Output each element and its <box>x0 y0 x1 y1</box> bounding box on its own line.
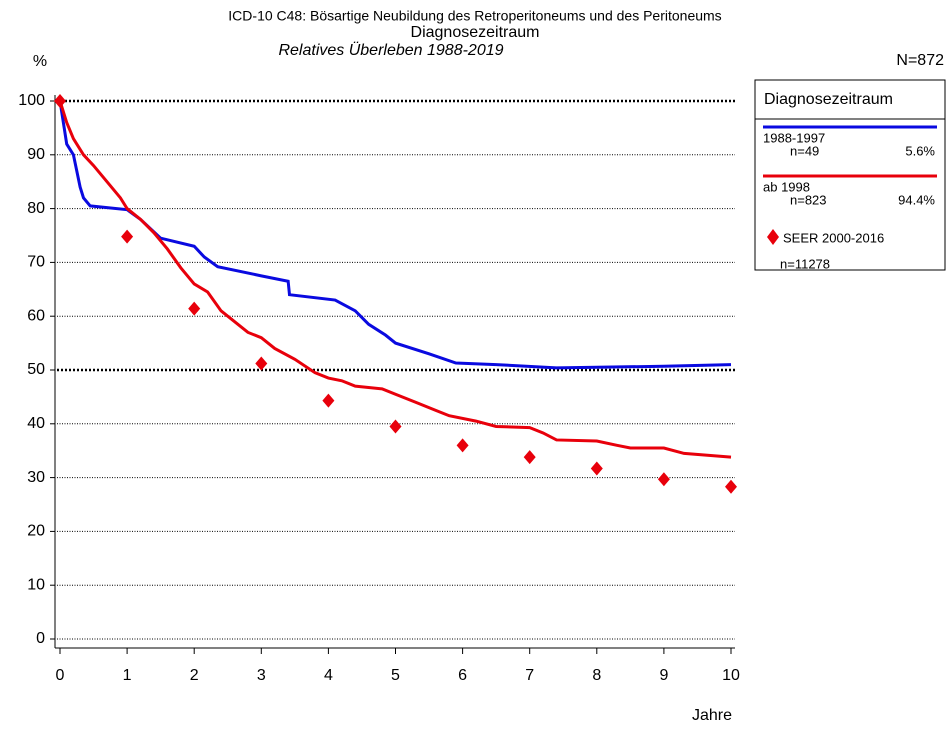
seer-point <box>188 301 201 316</box>
y-axis-label: % <box>33 53 47 70</box>
x-tick-label: 8 <box>592 667 601 684</box>
total-count: N=872 <box>896 52 944 69</box>
x-tick-label: 5 <box>391 667 400 684</box>
legend-marker <box>767 229 779 245</box>
chart-subtitle: Relatives Überleben 1988-2019 <box>278 41 503 59</box>
x-tick-label: 2 <box>190 667 199 684</box>
seer-point <box>389 419 402 434</box>
seer-point <box>54 94 66 108</box>
seer-point <box>255 356 268 371</box>
legend-share: 5.6% <box>905 143 935 158</box>
y-tick-label: 80 <box>27 200 45 217</box>
y-tick-label: 70 <box>27 254 45 271</box>
y-tick-label: 30 <box>27 469 45 486</box>
seer-point <box>322 393 335 408</box>
legend-count: n=49 <box>790 143 819 158</box>
y-tick-label: 10 <box>27 576 45 593</box>
x-tick-label: 0 <box>56 667 65 684</box>
y-tick-label: 40 <box>27 415 45 432</box>
legend-title: Diagnosezeitraum <box>764 91 893 108</box>
x-tick-label: 6 <box>458 667 467 684</box>
chart-subtitle: Diagnosezeitraum <box>411 24 540 41</box>
y-tick-label: 90 <box>27 146 45 163</box>
legend-label: 1988-1997 <box>763 130 825 145</box>
seer-point <box>523 450 536 465</box>
legend-count: n=823 <box>790 192 827 207</box>
seer-point <box>456 438 469 453</box>
x-tick-label: 1 <box>123 667 132 684</box>
legend-label: SEER 2000-2016 <box>783 230 884 245</box>
y-tick-label: 50 <box>27 361 45 378</box>
legend-share: 94.4% <box>898 192 935 207</box>
x-tick-label: 10 <box>722 667 740 684</box>
x-tick-label: 9 <box>659 667 668 684</box>
survival-line <box>58 100 732 459</box>
seer-point <box>121 229 134 244</box>
chart-title: ICD-10 C48: Bösartige Neubildung des Ret… <box>228 8 721 24</box>
x-tick-label: 4 <box>324 667 333 684</box>
x-axis-label: Jahre <box>692 707 732 724</box>
x-tick-label: 7 <box>525 667 534 684</box>
survival-line <box>58 100 732 370</box>
y-tick-label: 100 <box>18 92 45 109</box>
legend-count: n=11278 <box>780 256 830 271</box>
x-tick-label: 3 <box>257 667 266 684</box>
y-tick-label: 0 <box>36 630 45 647</box>
seer-point <box>657 472 670 487</box>
seer-point <box>590 461 603 476</box>
seer-point <box>725 479 737 494</box>
legend-label: ab 1998 <box>763 179 810 194</box>
y-tick-label: 20 <box>27 523 45 540</box>
y-tick-label: 60 <box>27 307 45 324</box>
